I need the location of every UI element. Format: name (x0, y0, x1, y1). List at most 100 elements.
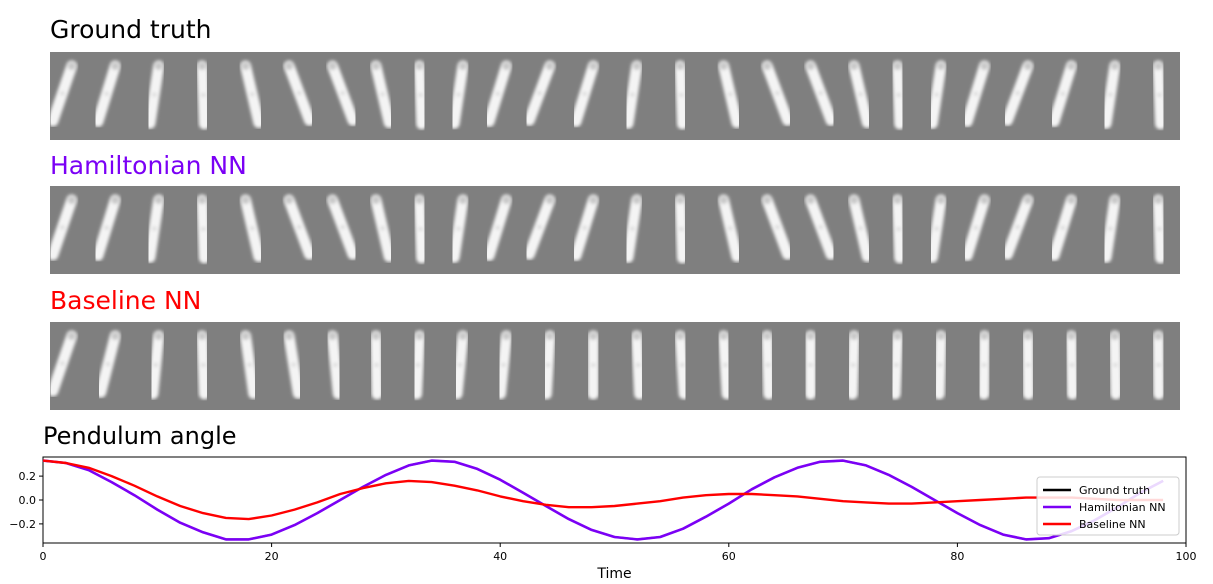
pendulum-frame (892, 60, 906, 130)
pendulum-frame (848, 60, 873, 128)
pendulum-frame (240, 194, 265, 262)
panel-title-baseline-nn: Baseline NN (50, 286, 202, 315)
pendulum-frame (805, 60, 837, 126)
pendulum-frame (448, 194, 469, 263)
pendulum-frame (92, 60, 121, 127)
pendulum-frame (370, 60, 395, 128)
panel-title-hamiltonian-nn: Hamiltonian NN (50, 151, 247, 180)
pendulum-frame (92, 194, 121, 261)
pendulum-frame (1048, 194, 1077, 261)
pendulum-frame (523, 60, 556, 126)
pendulum-frame (540, 330, 556, 400)
pendulum-frame (718, 60, 743, 128)
pendulum-frame (1065, 330, 1079, 400)
pendulum-frame (196, 330, 210, 400)
pendulum-frame (892, 194, 906, 264)
legend-label: Hamiltonian NN (1079, 501, 1166, 514)
pendulum-frame (761, 330, 775, 400)
x-tick-label: 40 (493, 550, 507, 563)
pendulum-frame (1001, 60, 1034, 126)
pendulum-frame (495, 330, 512, 400)
plot-area (42, 456, 1187, 544)
pendulum-frame (1001, 194, 1034, 260)
image-strip-ground-truth (50, 52, 1180, 140)
pendulum-frame (846, 330, 860, 400)
pendulum-frame (674, 330, 690, 400)
pendulum-frame (1152, 60, 1167, 130)
pendulum-frame (718, 330, 733, 400)
pendulum-frames-ground-truth (50, 60, 1167, 130)
pendulum-frame (805, 330, 817, 400)
pendulum-frame (327, 330, 344, 400)
pendulum-angle-chart: Pendulum angle 0 20 40 60 80 100 0.2 0.0 −0.2 Time… (9, 422, 1197, 582)
legend-label: Baseline NN (1079, 518, 1146, 531)
pendulum-frame (933, 330, 947, 400)
pendulum-frame (978, 330, 990, 400)
pendulum-frame (1152, 194, 1167, 264)
pendulum-frame (674, 194, 689, 264)
x-tick-label: 20 (265, 550, 279, 563)
pendulum-frame (240, 330, 260, 399)
pendulum-frame (587, 330, 599, 400)
pendulum-frames-hamiltonian-nn (50, 194, 1167, 264)
pendulum-frame (147, 330, 165, 400)
pendulum-frame (50, 194, 78, 261)
pendulum-frame (50, 60, 78, 127)
pendulum-frame (761, 194, 794, 260)
pendulum-frame (413, 60, 428, 130)
pendulum-frame (1100, 60, 1121, 129)
pendulum-frame (1048, 60, 1077, 127)
pendulum-frame (805, 194, 837, 260)
image-strip-baseline-nn (50, 322, 1180, 410)
pendulum-frame (448, 60, 469, 129)
y-tick-label: 0.0 (19, 494, 37, 507)
pendulum-frame (718, 194, 743, 262)
pendulum-frame (144, 194, 165, 263)
image-strip-hamiltonian-nn (50, 186, 1180, 274)
pendulum-frame (370, 330, 383, 400)
pendulum-frame (451, 330, 469, 400)
legend-box (1036, 476, 1180, 536)
pendulum-frame (283, 60, 315, 126)
series-line-baseline-nn (42, 459, 1164, 521)
pendulum-frame (622, 60, 643, 129)
pendulum-frame (1100, 194, 1121, 263)
x-tick-label: 80 (950, 550, 964, 563)
pendulum-frame (196, 194, 210, 264)
pendulum-frame (631, 330, 646, 400)
pendulum-frame (411, 330, 425, 400)
chart-title: Pendulum angle (43, 422, 237, 450)
pendulum-frame (483, 194, 512, 261)
pendulum-frame (926, 194, 947, 263)
pendulum-frame (283, 194, 315, 260)
pendulum-frame (961, 194, 990, 261)
pendulum-frame (570, 60, 599, 127)
pendulum-frame (50, 330, 78, 397)
pendulum-frame (483, 60, 512, 127)
x-tick-label: 0 (40, 550, 47, 563)
pendulum-frame (523, 194, 556, 260)
pendulum-frames-baseline-nn (50, 330, 1165, 400)
pendulum-frame (413, 194, 428, 264)
pendulum-frame (95, 330, 121, 398)
pendulum-frame (240, 60, 265, 128)
y-tick-label: 0.2 (19, 470, 37, 483)
x-tick-label: 60 (722, 550, 736, 563)
x-axis-label: Time (596, 566, 631, 582)
panel-title-ground-truth: Ground truth (50, 15, 212, 44)
legend-label: Ground truth (1079, 484, 1150, 497)
pendulum-frame (327, 60, 359, 126)
y-tick-label: −0.2 (9, 518, 36, 531)
pendulum-frame (570, 194, 599, 261)
x-tick-label: 100 (1176, 550, 1197, 563)
legend: Ground truth Hamiltonian NN Baseline NN (1036, 476, 1180, 536)
pendulum-frame (761, 60, 794, 126)
pendulum-frame (1022, 330, 1034, 400)
pendulum-frame (674, 60, 689, 130)
pendulum-frame (926, 60, 947, 129)
pendulum-frame (889, 330, 903, 400)
pendulum-frame (1109, 330, 1122, 400)
pendulum-frame (283, 330, 304, 399)
pendulum-frame (1152, 330, 1165, 400)
pendulum-frame (370, 194, 395, 262)
